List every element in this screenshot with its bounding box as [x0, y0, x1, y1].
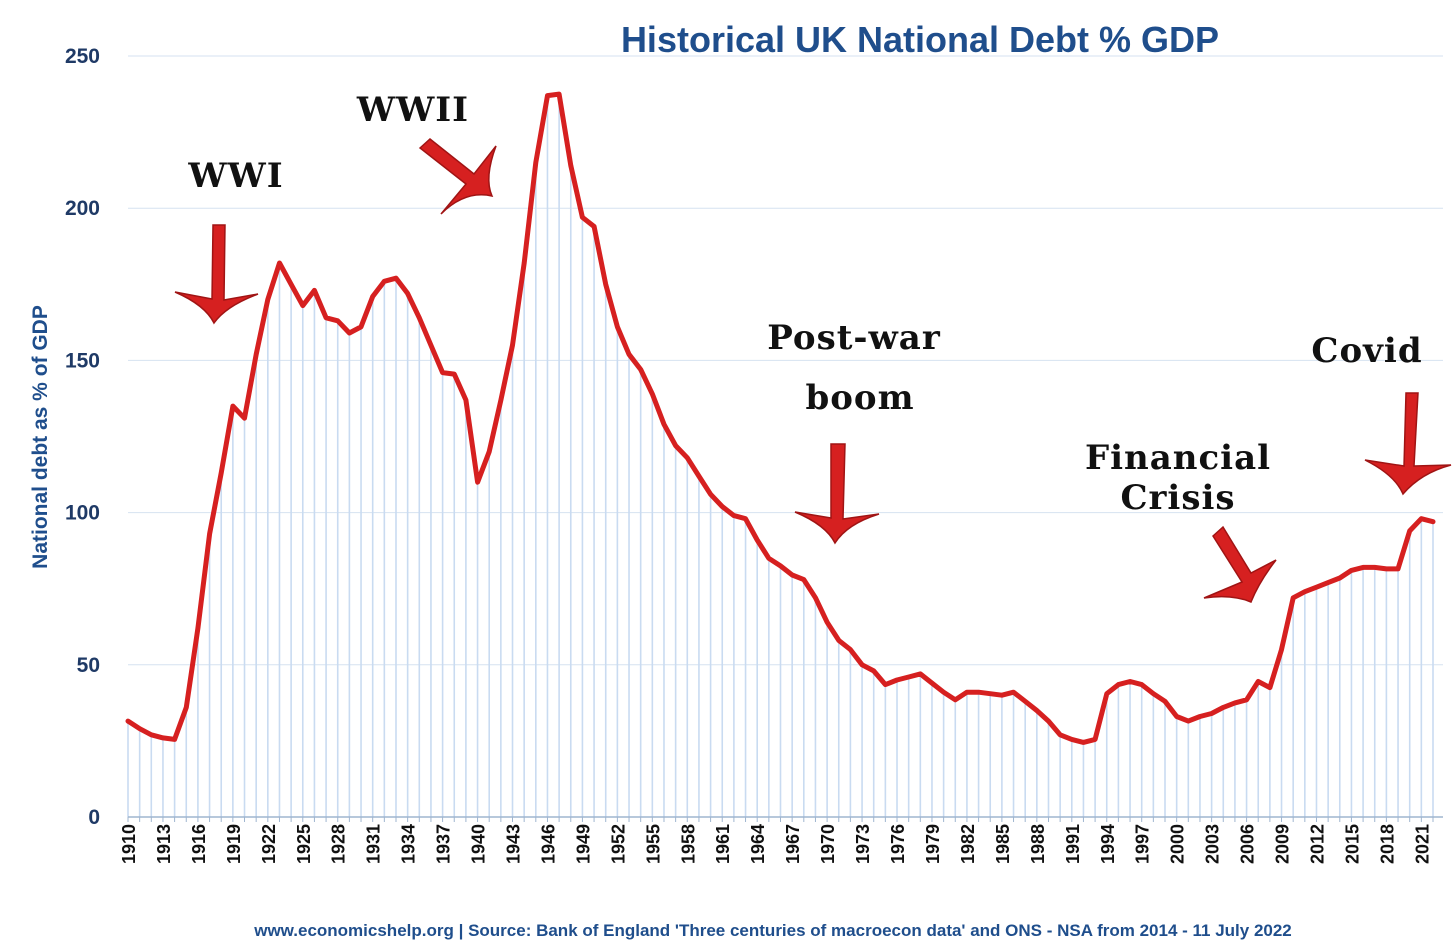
x-tick-label: 1955 — [643, 824, 663, 864]
x-tick-label: 1934 — [399, 824, 419, 864]
x-tick-label: 2006 — [1238, 824, 1258, 864]
annotation-covid: Covid — [1311, 331, 1422, 371]
axes — [127, 816, 1443, 822]
y-tick-label: 0 — [88, 806, 100, 829]
gridlines — [128, 55, 1443, 666]
x-tick-label: 1985 — [993, 824, 1013, 864]
x-tick-label: 1946 — [539, 824, 559, 864]
annotations: WWI WWII Post-war boom Financial Crisis … — [187, 90, 1422, 518]
y-tick-label: 200 — [65, 197, 100, 220]
x-tick-label: 2021 — [1412, 824, 1432, 864]
x-tick-label: 1988 — [1028, 824, 1048, 864]
x-tick-label: 1994 — [1098, 824, 1118, 864]
x-tick-label: 1976 — [888, 824, 908, 864]
x-tick-label: 1943 — [504, 824, 524, 864]
x-tick-label: 1973 — [853, 824, 873, 864]
x-tick-label: 1970 — [818, 824, 838, 864]
x-tick-label: 2018 — [1377, 824, 1397, 864]
x-tick-label: 2012 — [1308, 824, 1328, 864]
x-tick-label: 1952 — [608, 824, 628, 864]
annotation-post-war: Post-war — [767, 318, 941, 358]
annotation-wwii: WWII — [356, 90, 469, 130]
y-tick-labels: 0 50 100 150 200 250 — [65, 45, 100, 829]
wwi-arrow-icon — [174, 224, 259, 325]
x-tick-label: 2009 — [1273, 824, 1293, 864]
x-tick-label: 1937 — [434, 824, 454, 864]
x-tick-label: 1919 — [224, 824, 244, 864]
area-fill-bars — [127, 94, 1434, 817]
x-tick-label: 1913 — [154, 824, 174, 864]
x-tick-label: 1916 — [189, 824, 209, 864]
x-tick-label: 1979 — [923, 824, 943, 864]
source-credit: www.economicshelp.org | Source: Bank of … — [253, 921, 1292, 940]
x-tick-label: 2000 — [1168, 824, 1188, 864]
financial-crisis-arrow-icon — [1203, 525, 1277, 603]
x-tick-label: 2015 — [1342, 824, 1362, 864]
debt-line-layer — [125, 91, 1436, 745]
wwii-arrow-icon — [418, 138, 497, 215]
chart-title: Historical UK National Debt % GDP — [621, 19, 1219, 60]
x-tick-label: 1991 — [1063, 824, 1083, 864]
x-tick-label: 1931 — [364, 824, 384, 864]
x-tick-label: 1961 — [713, 824, 733, 864]
x-tick-labels: 1910 1913 1916 1919 1922 1925 1928 1931 1934 1937… — [119, 824, 1432, 864]
x-tick-label: 1928 — [329, 824, 349, 864]
x-tick-label: 1967 — [783, 824, 803, 864]
annotation-financial: Financial — [1085, 438, 1271, 478]
annotation-arrows — [174, 138, 1452, 603]
x-tick-label: 1964 — [748, 824, 768, 864]
y-tick-label: 150 — [65, 349, 100, 372]
covid-arrow-icon — [1364, 392, 1452, 496]
x-tick-label: 2003 — [1203, 824, 1223, 864]
annotation-crisis: Crisis — [1120, 478, 1235, 518]
x-tick-label: 1949 — [573, 824, 593, 864]
x-tick-label: 1997 — [1133, 824, 1153, 864]
x-tick-label: 1922 — [259, 824, 279, 864]
x-tick-label: 1910 — [119, 824, 139, 864]
annotation-wwi: WWI — [187, 156, 283, 196]
x-tick-label: 1925 — [294, 824, 314, 864]
y-tick-label: 250 — [65, 45, 100, 68]
annotation-boom: boom — [805, 378, 914, 418]
y-tick-label: 100 — [65, 502, 100, 525]
x-tick-label: 1982 — [958, 824, 978, 864]
x-tick-label: 1958 — [678, 824, 698, 864]
y-axis-label: National debt as % of GDP — [29, 305, 52, 569]
y-tick-label: 50 — [77, 654, 100, 677]
post-war-boom-arrow-icon — [794, 443, 880, 545]
debt-line — [125, 91, 1436, 745]
x-tick-label: 1940 — [469, 824, 489, 864]
